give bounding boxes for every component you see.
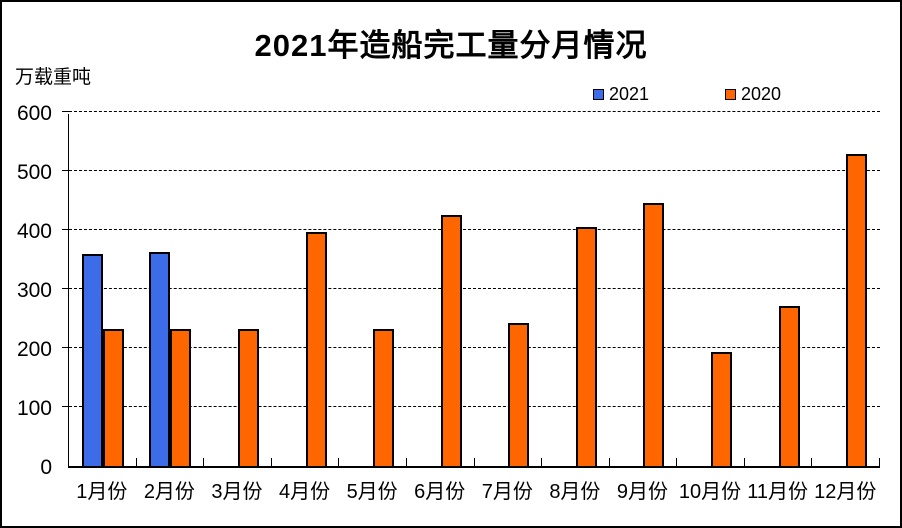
chart-title: 2021年造船完工量分月情况: [254, 28, 648, 63]
gridline-100: [69, 406, 880, 407]
bar-2020-m1: [102, 329, 124, 466]
gridline-300: [69, 288, 880, 289]
y-axis-label-400: 400: [16, 220, 52, 243]
gridline-500: [69, 170, 880, 171]
x-axis-tick-5: [405, 458, 407, 466]
x-axis-tick-6: [473, 458, 475, 466]
bar-2020-m10: [711, 352, 733, 466]
bar-2020-m11: [778, 306, 800, 466]
x-axis-tick-10: [743, 458, 745, 466]
y-axis-unit-label: 万载重吨: [15, 67, 92, 88]
x-axis-tick-9: [676, 458, 678, 466]
x-axis-tick-8: [608, 458, 610, 466]
legend-item-2020: 2020: [725, 84, 781, 105]
x-label-m6: 6月份: [414, 481, 466, 503]
bar-2020-m4: [305, 232, 327, 466]
y-axis-label-100: 100: [16, 397, 52, 420]
x-label-m10: 10月份: [678, 481, 742, 503]
y-axis-tick-100: [62, 406, 69, 407]
bar-2020-m8: [575, 227, 597, 466]
bar-2020-m2: [170, 329, 192, 466]
bar-2020-m7: [508, 323, 530, 466]
x-label-m11: 11月份: [747, 481, 808, 503]
y-axis-tick-600: [62, 111, 69, 112]
legend-item-2021: 2021: [593, 84, 649, 105]
legend-swatch-2021-icon: [593, 89, 604, 100]
x-label-m1: 1月份: [76, 481, 128, 503]
x-axis-tick-7: [541, 458, 543, 466]
bar-2020-m12: [846, 154, 868, 466]
bar-2020-m5: [373, 329, 395, 466]
legend-swatch-2020-icon: [725, 89, 736, 100]
x-axis-tick-12: [879, 458, 880, 466]
x-label-m2: 2月份: [143, 481, 195, 503]
x-axis-tick-4: [338, 458, 340, 466]
legend-label-2020: 2020: [741, 84, 782, 104]
y-axis-label-600: 600: [16, 102, 52, 125]
x-axis-tick-2: [203, 458, 205, 466]
gridline-600: [69, 111, 880, 112]
x-axis-tick-11: [811, 458, 813, 466]
y-axis-label-300: 300: [16, 279, 52, 302]
legend-label-2021: 2021: [609, 84, 650, 104]
x-label-m12: 12月份: [814, 481, 877, 503]
plot-area: [62, 111, 880, 468]
x-axis-tick-1: [135, 458, 137, 466]
x-label-m5: 5月份: [346, 481, 398, 503]
y-axis-label-200: 200: [16, 338, 52, 361]
bar-2021-m1: [81, 254, 103, 466]
x-label-m9: 9月份: [616, 481, 669, 503]
x-label-m7: 7月份: [481, 481, 533, 503]
y-axis-tick-200: [62, 347, 69, 348]
y-axis-tick-400: [62, 229, 69, 230]
gridline-200: [69, 347, 880, 348]
y-axis-label-500: 500: [16, 161, 52, 184]
bar-2020-m6: [440, 215, 462, 466]
y-axis-tick-500: [62, 170, 69, 171]
x-label-m8: 8月份: [549, 481, 601, 503]
y-axis-label-0: 0: [40, 456, 52, 479]
bar-2021-m2: [149, 252, 171, 466]
y-axis-tick-300: [62, 288, 69, 289]
bar-2020-m9: [643, 203, 665, 466]
gridline-400: [69, 229, 880, 230]
x-label-m4: 4月份: [278, 481, 331, 503]
x-label-m3: 3月份: [211, 481, 263, 503]
x-axis-tick-3: [270, 458, 272, 466]
bar-2020-m3: [237, 329, 259, 466]
